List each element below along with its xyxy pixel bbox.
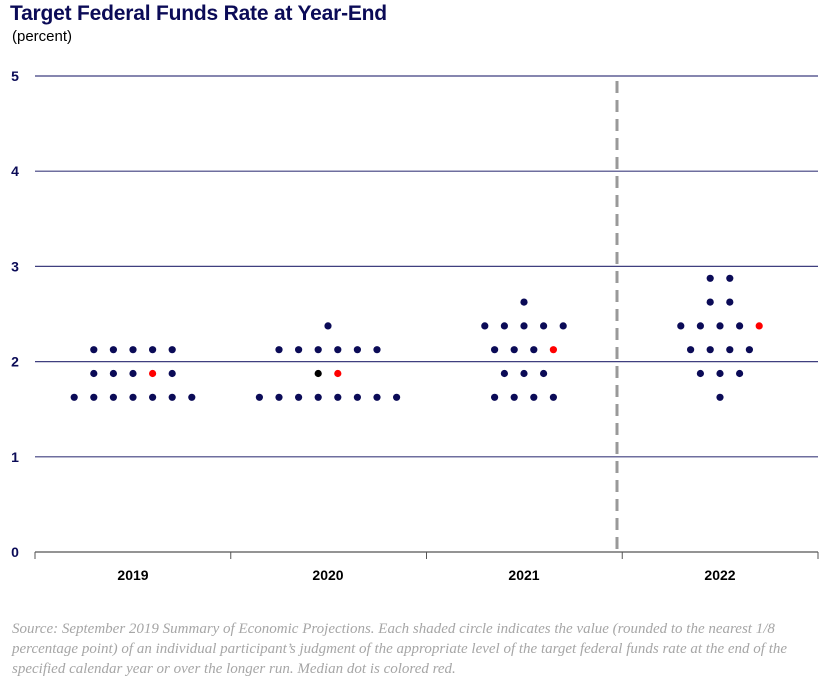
y-tick-label: 1 [11, 449, 19, 465]
participant-dot [168, 346, 176, 354]
participant-dot [188, 393, 196, 401]
participant-dot [353, 393, 361, 401]
participant-dot [736, 369, 744, 378]
participant-dot [716, 393, 724, 401]
participant-dot [373, 393, 381, 401]
participant-dot [510, 393, 518, 401]
participant-dot [500, 369, 508, 378]
median-dot [549, 346, 558, 354]
participant-dot [129, 369, 137, 378]
participant-dot [314, 393, 322, 401]
x-tick-label-2019: 2019 [117, 567, 148, 583]
source-note: Source: September 2019 Summary of Econom… [12, 621, 788, 677]
participant-dot [716, 322, 724, 330]
participant-dot [275, 346, 283, 354]
x-tick-label-2021: 2021 [508, 567, 539, 583]
participant-dot [520, 369, 528, 378]
participant-dot [540, 369, 548, 378]
y-tick-label: 5 [11, 68, 19, 84]
participant-dot [540, 322, 548, 330]
participant-dot [168, 369, 176, 378]
participant-dot [353, 346, 361, 354]
participant-dot [90, 346, 98, 354]
participant-dot [149, 393, 157, 401]
participant-dot [70, 393, 78, 401]
y-tick-label: 4 [11, 163, 19, 179]
participant-dot [530, 393, 538, 401]
participant-dot [295, 346, 303, 354]
participant-dot [549, 393, 558, 401]
participant-dot [109, 346, 117, 354]
participant-dot [491, 346, 499, 354]
participant-dot [726, 346, 734, 354]
median-dot [334, 369, 342, 378]
participant-dot [736, 322, 744, 330]
participant-dot [373, 346, 381, 354]
participant-dot [520, 298, 528, 306]
participant-dot [255, 393, 263, 401]
participant-dot [706, 346, 714, 354]
y-tick-label: 0 [11, 544, 19, 560]
participant-dot [726, 274, 734, 282]
participant-dot [726, 298, 734, 306]
participant-dot [129, 393, 137, 401]
participant-dot [334, 346, 342, 354]
participant-dot [716, 369, 724, 378]
participant-dot [706, 298, 714, 306]
participant-dot [295, 393, 303, 401]
y-axis-unit-label: (percent) [12, 28, 73, 45]
participant-dot [559, 322, 567, 330]
participant-dot [90, 369, 98, 378]
participant-dot [510, 346, 518, 354]
participant-dot [687, 346, 695, 354]
chart-title: Target Federal Funds Rate at Year-End [10, 2, 387, 25]
participant-dot [149, 346, 157, 354]
participant-dot [275, 393, 283, 401]
participant-dot [129, 346, 137, 354]
participant-dot [314, 369, 322, 378]
participant-dot [696, 369, 705, 378]
x-tick-label-2022: 2022 [704, 567, 735, 583]
participant-dot [677, 322, 685, 330]
participant-dot [109, 369, 117, 378]
participant-dot [90, 393, 98, 401]
y-tick-label: 3 [11, 258, 19, 274]
participant-dot [500, 322, 508, 330]
median-dot [755, 322, 763, 330]
participant-dot [393, 393, 401, 401]
participant-dot [481, 322, 489, 330]
participant-dot [314, 346, 322, 354]
participant-dot [696, 322, 705, 330]
participant-dot [530, 346, 538, 354]
x-tick-label-2020: 2020 [312, 567, 343, 583]
participant-dot [334, 393, 342, 401]
participant-dot [706, 274, 714, 282]
participant-dot [520, 322, 528, 330]
participant-dot [745, 346, 754, 354]
participant-dot [109, 393, 117, 401]
y-tick-label: 2 [11, 354, 19, 370]
participant-dot [168, 393, 176, 401]
dot-plot: 0 1 2 3 4 5 2019 2020 2021 2022 [11, 68, 819, 583]
participant-dot [324, 322, 332, 330]
participant-dot [491, 393, 499, 401]
median-dot [149, 369, 157, 378]
